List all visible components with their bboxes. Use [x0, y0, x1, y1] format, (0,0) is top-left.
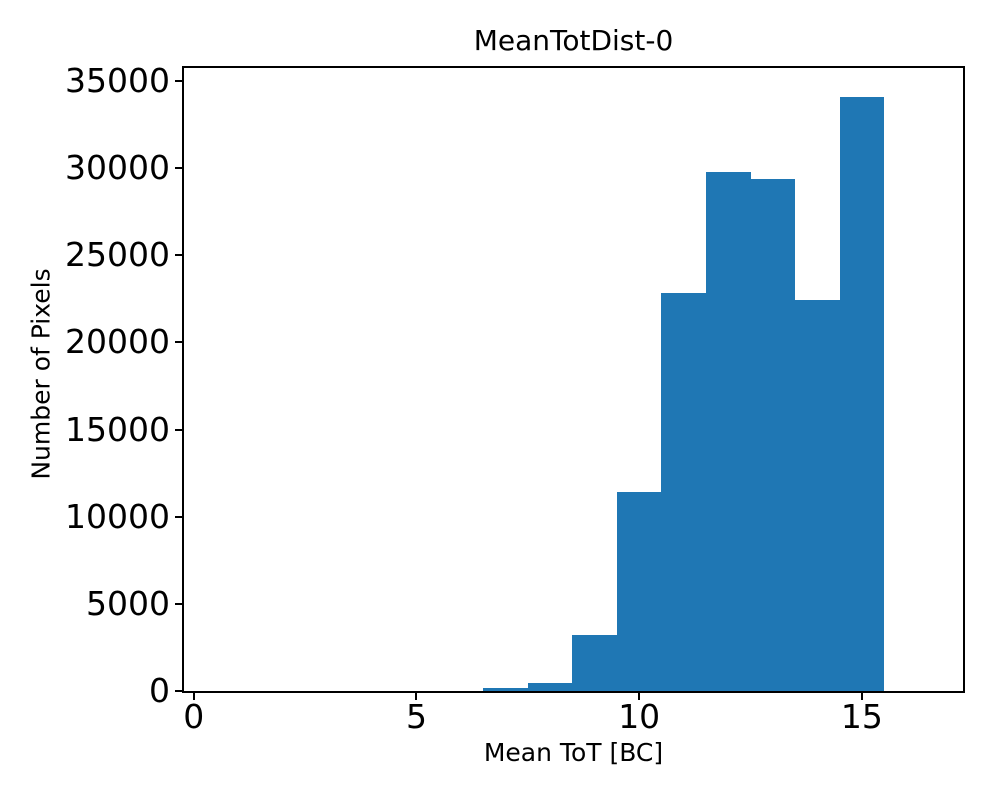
histogram-bar — [839, 96, 885, 691]
y-tick-label: 5000 — [86, 583, 170, 623]
y-tick-label: 0 — [149, 671, 170, 710]
x-tick-label: 15 — [840, 697, 883, 736]
y-tick-label: 35000 — [65, 61, 170, 101]
y-tick-mark — [175, 254, 182, 257]
histogram-bar — [527, 683, 573, 691]
x-tick-mark — [860, 693, 863, 700]
y-tick-mark — [175, 690, 182, 692]
y-tick-label: 25000 — [65, 235, 170, 275]
histogram-bar — [572, 635, 617, 691]
chart-title: MeanTotDist-0 — [473, 24, 674, 57]
y-tick-label: 30000 — [65, 148, 170, 188]
histogram-bar — [616, 492, 662, 691]
histogram-bars — [184, 68, 963, 691]
x-tick-mark — [415, 693, 418, 700]
histogram-bar — [661, 292, 706, 691]
histogram-bar — [483, 687, 528, 691]
y-tick-mark — [175, 428, 182, 431]
x-tick-label: 0 — [183, 697, 205, 736]
y-tick-label: 10000 — [65, 496, 170, 536]
x-axis-label: Mean ToT [BC] — [483, 738, 664, 767]
x-tick-label: 5 — [405, 697, 427, 736]
y-tick-mark — [175, 515, 182, 518]
x-tick-label: 10 — [618, 697, 661, 736]
y-tick-label: 15000 — [65, 409, 170, 449]
y-tick-mark — [175, 80, 182, 83]
y-tick-mark — [175, 167, 182, 170]
y-tick-mark — [175, 602, 182, 605]
y-tick-mark — [175, 341, 182, 344]
y-axis-label: Number of Pixels — [26, 268, 56, 480]
x-tick-mark — [638, 693, 641, 700]
y-tick-label: 20000 — [65, 322, 170, 362]
histogram-bar — [795, 299, 840, 691]
x-tick-mark — [192, 693, 195, 700]
histogram-bar — [706, 171, 751, 691]
plot-area — [182, 66, 965, 693]
histogram-bar — [750, 178, 796, 691]
